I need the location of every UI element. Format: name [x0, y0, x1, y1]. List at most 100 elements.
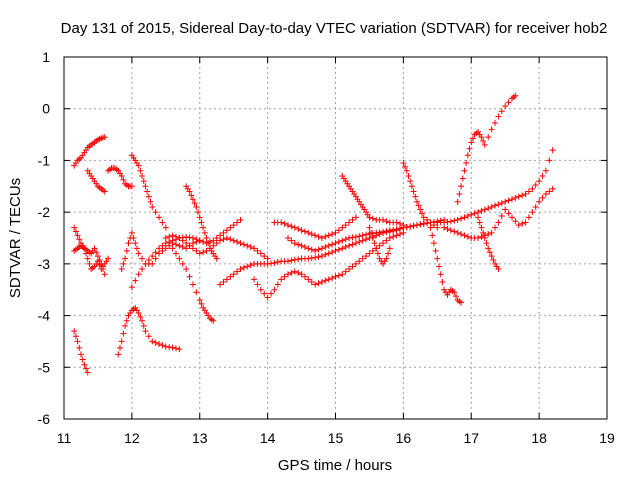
- series-arc-15: [251, 229, 407, 301]
- data-point: [549, 147, 556, 154]
- data-point: [115, 351, 122, 358]
- data-point: [139, 172, 146, 179]
- data-point: [492, 224, 499, 231]
- series-arc-20: [400, 160, 441, 231]
- data-point: [210, 242, 217, 249]
- data-point: [322, 244, 329, 251]
- data-point: [172, 241, 179, 248]
- data-point: [346, 266, 353, 273]
- data-point: [430, 222, 437, 229]
- data-point: [451, 228, 458, 235]
- data-point: [213, 255, 220, 262]
- data-point: [434, 255, 441, 262]
- data-point: [408, 183, 415, 190]
- data-point: [386, 227, 393, 234]
- data-point: [417, 221, 424, 228]
- data-point: [162, 240, 169, 247]
- data-point: [142, 328, 149, 335]
- data-marks: [71, 92, 556, 376]
- data-point: [230, 271, 237, 278]
- data-point: [183, 245, 190, 252]
- data-point: [244, 242, 251, 249]
- data-point: [139, 266, 146, 273]
- series-arc-9: [128, 152, 169, 231]
- data-point: [149, 203, 156, 210]
- data-point: [441, 224, 448, 231]
- data-point: [536, 178, 543, 185]
- x-tick-label: 14: [260, 430, 276, 446]
- data-point: [403, 167, 410, 174]
- data-point: [363, 231, 370, 238]
- data-point: [196, 237, 203, 244]
- data-point: [325, 276, 332, 283]
- data-point: [315, 280, 322, 287]
- data-point: [295, 269, 302, 276]
- data-point: [264, 294, 271, 301]
- chart-title: Day 131 of 2015, Sidereal Day-to-day VTE…: [61, 20, 608, 37]
- data-point: [525, 214, 532, 221]
- data-point: [189, 235, 196, 241]
- data-point: [198, 300, 205, 307]
- x-tick-label: 11: [57, 430, 72, 446]
- data-point: [83, 365, 90, 372]
- data-point: [76, 236, 83, 243]
- data-point: [315, 246, 322, 253]
- data-point: [498, 200, 505, 207]
- data-point: [342, 268, 349, 275]
- data-point: [189, 245, 196, 252]
- data-point: [189, 281, 196, 288]
- data-point: [166, 233, 173, 240]
- data-point: [149, 253, 156, 260]
- data-point: [217, 281, 224, 288]
- data-point: [71, 224, 78, 231]
- data-point: [308, 278, 315, 285]
- series-arc-1: [71, 134, 108, 169]
- data-point: [251, 245, 258, 252]
- data-point: [374, 250, 381, 257]
- data-point: [412, 193, 419, 200]
- data-point: [369, 235, 376, 241]
- data-point: [251, 276, 258, 283]
- data-point: [308, 231, 315, 238]
- series-arc-13: [162, 232, 271, 262]
- data-point: [230, 237, 237, 244]
- data-point: [179, 244, 186, 251]
- data-point: [386, 245, 393, 252]
- data-point: [152, 249, 159, 256]
- data-point: [298, 227, 305, 234]
- data-point: [329, 241, 336, 248]
- series-arc-12: [183, 183, 220, 262]
- data-point: [118, 338, 125, 345]
- data-point: [291, 224, 298, 231]
- data-point: [176, 242, 183, 249]
- data-point: [81, 361, 88, 368]
- data-point: [402, 163, 409, 170]
- data-point: [505, 197, 512, 204]
- data-point: [390, 226, 397, 233]
- data-point: [488, 126, 495, 133]
- data-point: [447, 218, 454, 225]
- data-point: [183, 240, 190, 247]
- data-point: [145, 256, 152, 263]
- data-point: [335, 238, 342, 245]
- data-point: [162, 245, 169, 252]
- data-point: [488, 253, 495, 260]
- y-tick-label: -4: [38, 308, 51, 324]
- data-point: [407, 178, 414, 185]
- data-point: [227, 273, 234, 280]
- data-point: [335, 246, 342, 253]
- data-point: [308, 255, 315, 262]
- axis-ticks: [63, 56, 608, 420]
- data-point: [475, 214, 482, 221]
- data-point: [301, 244, 308, 251]
- data-point: [539, 194, 546, 201]
- data-point: [318, 235, 325, 241]
- data-point: [308, 246, 315, 253]
- data-point: [210, 237, 217, 244]
- data-point: [322, 277, 329, 284]
- data-point: [247, 244, 254, 251]
- data-point: [278, 219, 285, 226]
- data-point: [118, 266, 125, 273]
- y-tick-label: -5: [38, 359, 51, 375]
- y-axis-title: SDTVAR / TECUs: [7, 178, 24, 298]
